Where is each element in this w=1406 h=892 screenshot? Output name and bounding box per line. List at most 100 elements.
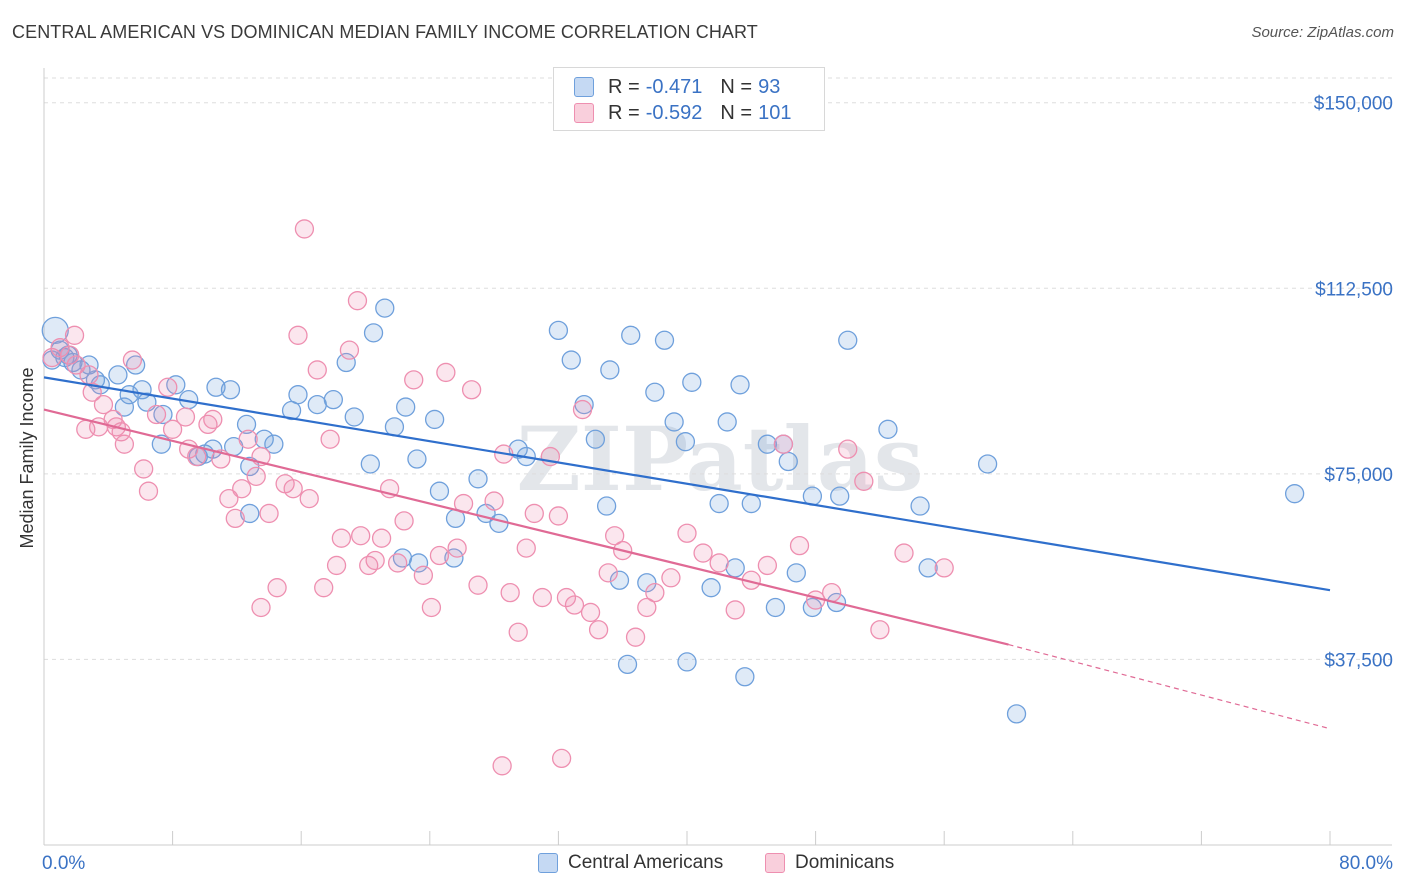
dominicans-point [267, 578, 287, 598]
correlation-legend: R = -0.471 N = 93 R = -0.592 N = 101 [553, 67, 825, 131]
dominicans-point [484, 491, 504, 511]
dominicans-point [158, 377, 178, 397]
central-americans-point [336, 352, 356, 373]
central-americans-point [206, 377, 226, 397]
dominicans-point [548, 506, 569, 526]
dominicans-point [645, 582, 665, 603]
y-axis-label: Median Family Income [17, 367, 37, 548]
bottom-legend-central-americans: Central Americans [538, 852, 723, 874]
central-americans-point [609, 570, 630, 590]
dominicans-point [447, 538, 467, 558]
x-tick-label-max: 80.0% [1339, 853, 1393, 874]
dominicans-point [134, 459, 154, 479]
central-americans-point [725, 558, 745, 578]
dominicans-point [326, 555, 347, 576]
central-americans-point [307, 394, 327, 415]
dominicans-point [146, 404, 167, 425]
central-americans-point [709, 493, 729, 514]
dominicans-point [339, 340, 360, 360]
central-americans-point [645, 382, 665, 402]
central-americans-point [363, 323, 384, 343]
dominicans-point [413, 565, 434, 585]
central-americans-point [424, 409, 445, 430]
dominicans-point [79, 365, 99, 385]
legend-swatch-dominicans [574, 103, 594, 123]
central-americans-point [489, 513, 509, 534]
dominicans-point [508, 622, 528, 642]
dominicans-point [404, 370, 424, 390]
dominicans-trend-extension [1008, 644, 1331, 730]
central-americans-point [878, 419, 898, 439]
central-americans-point [585, 429, 606, 449]
dominicans-point [64, 325, 85, 345]
dominicans-point [232, 479, 252, 499]
dominicans-point [93, 394, 114, 415]
central-americans-point [468, 469, 488, 489]
central-americans-point [236, 414, 257, 435]
central-americans-trend-line [43, 376, 1331, 592]
central-americans-point [561, 350, 581, 370]
central-americans-point [548, 320, 569, 341]
central-americans-point [730, 375, 750, 395]
dominicans-point [709, 553, 729, 573]
dominicans-point [122, 350, 143, 370]
dominicans-point [138, 481, 159, 501]
dominicans-point [283, 479, 303, 499]
dominicans-point [516, 538, 536, 558]
bottom-legend-dominicans: Dominicans [765, 852, 894, 874]
dominicans-point [66, 355, 86, 375]
dominicans-point [492, 756, 512, 776]
dominicans-point [693, 543, 713, 563]
central-americans-point [918, 558, 938, 578]
central-americans-point [830, 486, 850, 506]
legend-n-value: 93 [758, 75, 781, 98]
dominicans-point [259, 503, 279, 524]
dominicans-point [854, 471, 874, 491]
central-americans-point [323, 389, 344, 410]
dominicans-point [661, 568, 681, 588]
central-americans-point [114, 397, 135, 417]
central-americans-point [396, 397, 416, 417]
dominicans-point [387, 553, 408, 573]
dominicans-point [637, 597, 657, 618]
central-americans-point [1284, 484, 1305, 504]
central-americans-point [1006, 704, 1027, 724]
dominicans-point [60, 345, 80, 365]
bottom-legend-label: Dominicans [795, 852, 895, 873]
dominicans-point [677, 523, 697, 543]
dominicans-point [246, 466, 266, 486]
legend-r-label: R = [608, 75, 640, 98]
central-americans-point [508, 439, 528, 459]
central-americans-point [240, 503, 260, 524]
dominicans-point [870, 620, 890, 640]
dominicans-trend-line [43, 408, 1009, 646]
dominicans-point [82, 382, 102, 402]
dominicans-point [934, 558, 954, 578]
dominicans-point [162, 419, 183, 439]
central-americans-point [677, 652, 697, 672]
dominicans-point [524, 503, 544, 524]
legend-row-central-americans: R = -0.471 N = 93 [574, 75, 798, 99]
central-americans-point [977, 454, 998, 474]
central-americans-point [735, 667, 755, 687]
dominicans-point [288, 325, 308, 345]
dominicans-point [320, 429, 340, 449]
dominicans-point [500, 582, 520, 603]
dominicans-point [625, 627, 646, 647]
central-americans-point [664, 412, 684, 432]
dominicans-point [238, 429, 258, 449]
dominicans-point [175, 407, 196, 427]
legend-n-label: N = [720, 101, 753, 124]
dominicans-point [773, 434, 794, 454]
dominicans-point [294, 219, 315, 239]
dominicans-point [219, 488, 239, 509]
central-americans-point [600, 360, 620, 380]
bottom-legend-swatch-central-americans [538, 853, 558, 873]
x-tick-label-min: 0.0% [42, 853, 85, 874]
central-americans-point [765, 597, 786, 618]
dominicans-point [605, 526, 625, 546]
dominicans-point [251, 597, 271, 618]
legend-row-dominicans: R = -0.592 N = 101 [574, 101, 809, 125]
dominicans-point [436, 362, 456, 383]
central-americans-point [264, 434, 284, 454]
